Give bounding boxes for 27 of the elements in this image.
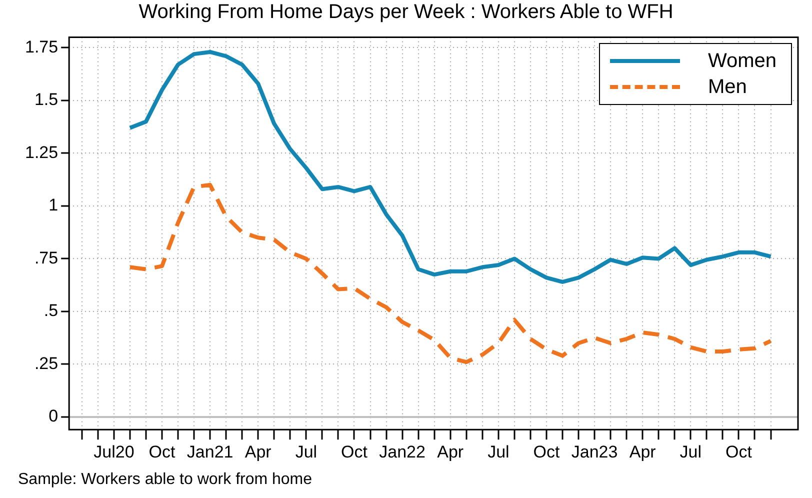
x-tick-label: Jul: [680, 442, 702, 462]
x-tick-label: Oct: [148, 442, 176, 462]
x-tick-label: Apr: [244, 442, 272, 462]
x-tick-label: Oct: [533, 442, 560, 462]
x-tick-label: Oct: [341, 442, 368, 462]
y-tick-label: 1.25: [24, 142, 58, 162]
y-tick-label: 1.75: [24, 37, 58, 56]
y-tick-label: 1.5: [34, 90, 58, 110]
x-tick-label: Jan22: [379, 442, 426, 462]
x-tick-label: Jan23: [571, 442, 618, 462]
y-tick-label: .5: [44, 301, 58, 320]
x-tick-label: Apr: [437, 442, 464, 462]
y-tick-label: 1: [48, 196, 58, 215]
x-tick-label: Jul: [488, 442, 510, 462]
x-tick-label: Apr: [629, 442, 656, 462]
chart-title: Working From Home Days per Week : Workers Able to WFH: [138, 0, 674, 24]
x-tick-label: Jul20: [94, 442, 134, 462]
x-tick-label: Jan21: [186, 442, 234, 462]
y-tick-label: .75: [34, 248, 58, 268]
y-tick-label: 0: [48, 406, 58, 426]
x-tick-label: Oct: [726, 442, 752, 462]
y-tick-label: .25: [34, 354, 58, 373]
line-series: [128, 182, 773, 364]
text: Sample: Workers able to work from home: [18, 470, 312, 490]
legend-label: Men: [708, 75, 747, 100]
legend-label: Women: [708, 49, 777, 74]
x-tick-label: Jul: [295, 442, 318, 462]
